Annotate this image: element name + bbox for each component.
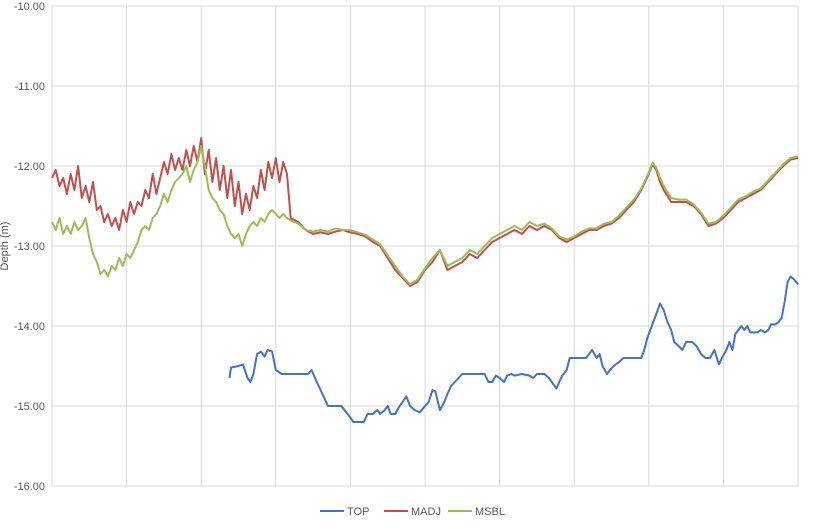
legend: TOP MADJ MSBL bbox=[320, 506, 505, 518]
y-tick-label: -11.00 bbox=[15, 81, 45, 93]
y-tick-label: -12.00 bbox=[14, 161, 45, 173]
y-axis-ticks: -10.00 -11.00 -12.00 -13.00 -14.00 -15.00 -16.… bbox=[14, 1, 45, 493]
y-axis-title: Depth (m) bbox=[0, 222, 11, 271]
series-line-top bbox=[228, 275, 799, 423]
y-tick-label: -15.00 bbox=[14, 401, 45, 413]
y-tick-label: -16.00 bbox=[14, 481, 45, 493]
legend-label-msbl: MSBL bbox=[475, 506, 505, 518]
gridlines bbox=[51, 5, 799, 487]
legend-label-top: TOP bbox=[347, 506, 369, 518]
series-lines bbox=[51, 137, 799, 423]
y-tick-label: -10.00 bbox=[14, 1, 45, 13]
y-tick-label: -13.00 bbox=[14, 241, 45, 253]
y-tick-label: -14.00 bbox=[14, 321, 45, 333]
legend-label-madj: MADJ bbox=[411, 506, 441, 518]
series-line-msbl bbox=[51, 145, 799, 286]
